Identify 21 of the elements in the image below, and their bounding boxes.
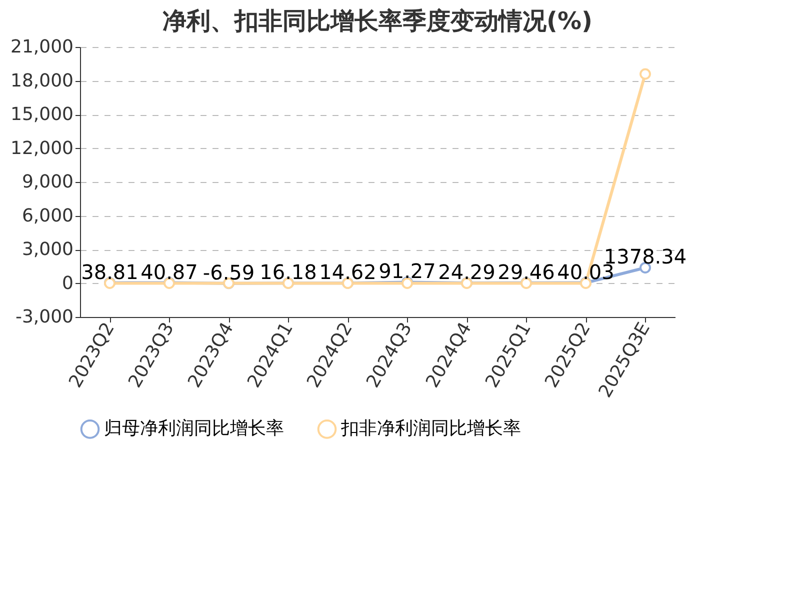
data-label: 16.18	[260, 260, 317, 284]
y-tick-label: -3,000	[15, 306, 74, 328]
y-tick-label: 3,000	[22, 239, 74, 260]
y-tick-label: 15,000	[10, 104, 74, 125]
legend-label: 归母净利润同比增长率	[104, 418, 284, 440]
y-tick-label: 6,000	[22, 205, 74, 226]
y-tick-label: 0	[62, 272, 74, 294]
data-label: 14.62	[319, 260, 376, 284]
data-label: 29.46	[498, 260, 555, 284]
legend-label: 扣非净利润同比增长率	[340, 418, 521, 440]
point	[640, 68, 651, 80]
y-tick-label: 21,000	[10, 36, 74, 58]
data-label: 38.81	[81, 260, 138, 284]
data-label: 91.27	[378, 259, 436, 284]
y-tick-label: 12,000	[10, 138, 74, 159]
y-tick-label: 18,000	[10, 70, 74, 92]
data-label: 24.29	[438, 260, 496, 284]
data-label: 40.87	[140, 260, 198, 284]
y-tick-label: 9,000	[22, 172, 74, 192]
data-label: -6.59	[202, 260, 255, 284]
chart-title: 净利、扣非同比增长率季度变动情况(%)	[162, 7, 592, 35]
